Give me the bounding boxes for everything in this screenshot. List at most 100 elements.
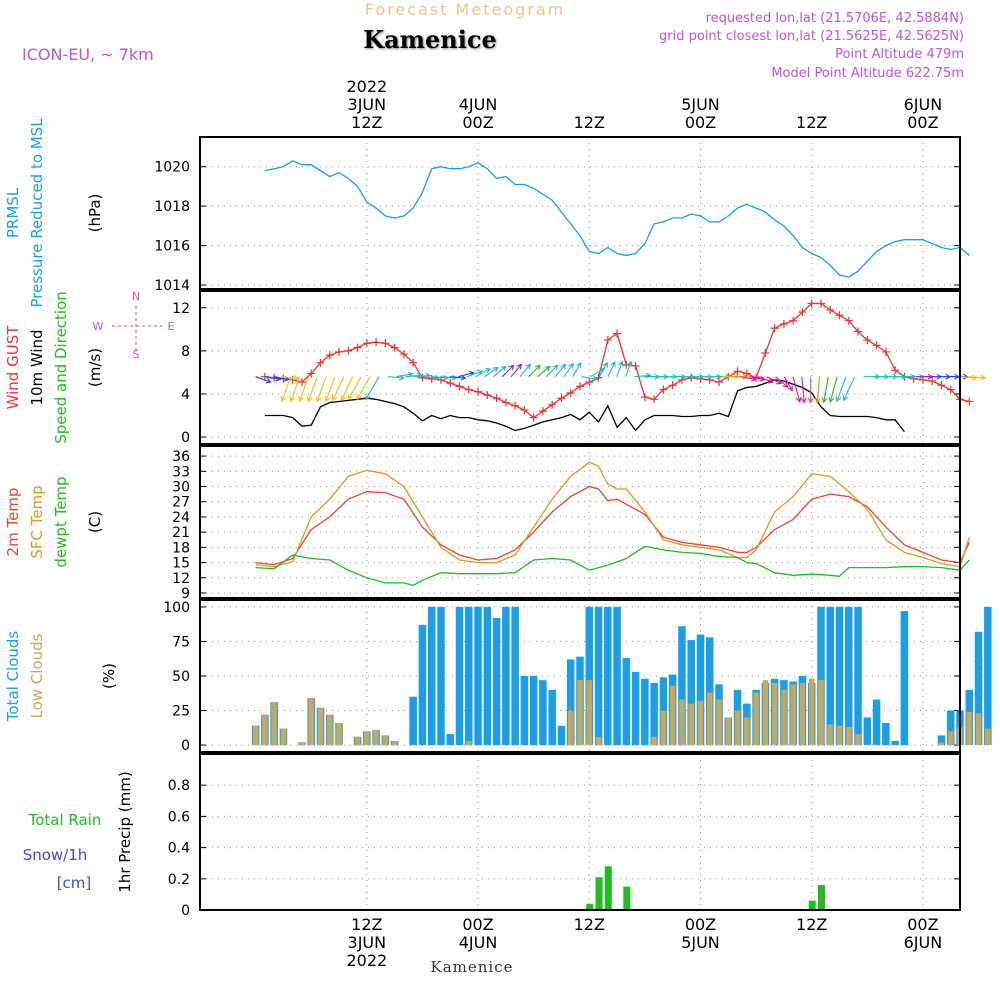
precip-tick-label: 0.2 [168,872,190,888]
gust-marker [677,375,686,384]
wind-barb [405,374,422,378]
wind-barb-head [293,374,300,381]
wind-barb-head [782,382,789,388]
wind-barb [493,365,507,378]
temp-tick-label: 36 [172,449,190,465]
wind-barb-head [516,363,523,370]
gust-marker [650,395,659,404]
precip-tick-label: 0.8 [168,778,190,794]
cloud-tick-label: 75 [172,634,190,650]
wind-barb [440,376,457,379]
temp-series-line [255,545,970,587]
wind-barb-head [416,372,423,379]
total-cloud-bar [631,671,640,746]
top-axis-label: 00Z [685,113,716,132]
total-cloud-bar [502,606,510,746]
temp-tick-label: 21 [172,525,190,541]
precip-bar [586,903,594,910]
total-cloud-bar [641,678,649,746]
wind-barb-head [331,395,338,402]
wind-barb [458,372,474,378]
total-cloud-bar [706,637,714,746]
wind-barb-head [347,394,353,401]
wind-barb-head [492,366,499,373]
pressure-series-line [264,160,970,278]
gust-marker [529,413,538,422]
top-axis-label: 2022 [346,77,387,96]
wind-barb [816,376,821,403]
cloud-tick-label: 0 [181,738,190,754]
wind-barb [501,364,515,378]
low-cloud-bar [790,684,796,746]
wind-barb [273,376,290,381]
top-axis-label: 12Z [351,113,382,132]
low-cloud-bar [354,736,361,746]
gust-marker [538,407,547,416]
precip-tick-label: 0 [181,903,190,919]
total-cloud-bar [696,634,705,746]
wind-barb [431,376,448,379]
temp-tick-label: 9 [181,586,190,602]
cloud-panel: 0 25 50 75 100 Total Clouds Low Clouds (%) [4,599,992,754]
chart-title: Kamenice [363,25,497,54]
low-cloud-bar [669,685,676,746]
wind-barb [365,376,380,400]
cloud-axis-label: Low Clouds [28,633,46,718]
low-cloud-bar [252,725,259,746]
gust-marker [362,339,371,348]
temp-axis-label: 2m Temp [4,488,22,557]
wind-barb [792,376,801,402]
low-cloud-bar [262,714,268,746]
bottom-axis-label: 12Z [796,915,827,934]
low-cloud-bar [336,722,342,746]
wind-barb-head [460,374,467,381]
low-cloud-bar [688,703,694,746]
total-cloud-bar [946,710,955,746]
wind-barb [466,370,483,378]
bottom-axis-label: 5JUN [681,933,720,952]
low-cloud-bar [327,714,333,746]
wind-barb [823,376,829,403]
wind-barb [590,368,605,378]
wind-axis-label: (m/s) [86,348,104,387]
requested-coords: requested lon,lat (21.5706E, 42.5884N) [706,11,964,26]
low-cloud-bar [466,740,472,746]
pressure-tick-label: 1016 [154,239,190,255]
bottom-axis-label: 00Z [907,915,938,934]
bottom-axis-label: 2022 [346,951,387,970]
gust-marker [603,336,612,345]
total-cloud-bar [427,606,436,746]
wind-barb-head [828,396,835,403]
pressure-axis-label: PRMSL [4,187,22,238]
low-cloud-bar [808,678,815,746]
precip-axis-label: 1hr Precip (mm) [116,771,134,892]
low-cloud-bar [317,707,324,746]
wind-barb-head [576,361,582,368]
wind-barb [519,364,531,378]
wind-barb [740,376,757,381]
low-cloud-bar [382,735,389,746]
wind-barb-head [835,396,842,403]
total-cloud-bar [650,682,658,746]
wind-barb [255,376,271,383]
compass-north: N [132,290,140,303]
total-cloud-bar [854,606,862,746]
low-cloud-bar [855,734,861,746]
wind-tick-label: 4 [181,387,190,403]
wind-series-line [264,379,905,433]
gust-marker [835,311,844,320]
wind-barb [607,361,616,377]
gust-marker [863,336,872,345]
wind-barb-head [451,374,458,381]
gust-marker [307,369,316,378]
low-cloud-bar [271,702,277,746]
total-cloud-bar [594,606,603,746]
wind-barb [475,368,491,378]
legend-rain: Total Rain [28,811,102,829]
gust-marker [390,343,399,352]
wind-barb [347,376,362,400]
pressure-tick-label: 1018 [154,199,190,215]
wind-barb-head [592,375,599,382]
wind-barb-head [544,365,551,372]
gust-marker [789,316,798,325]
